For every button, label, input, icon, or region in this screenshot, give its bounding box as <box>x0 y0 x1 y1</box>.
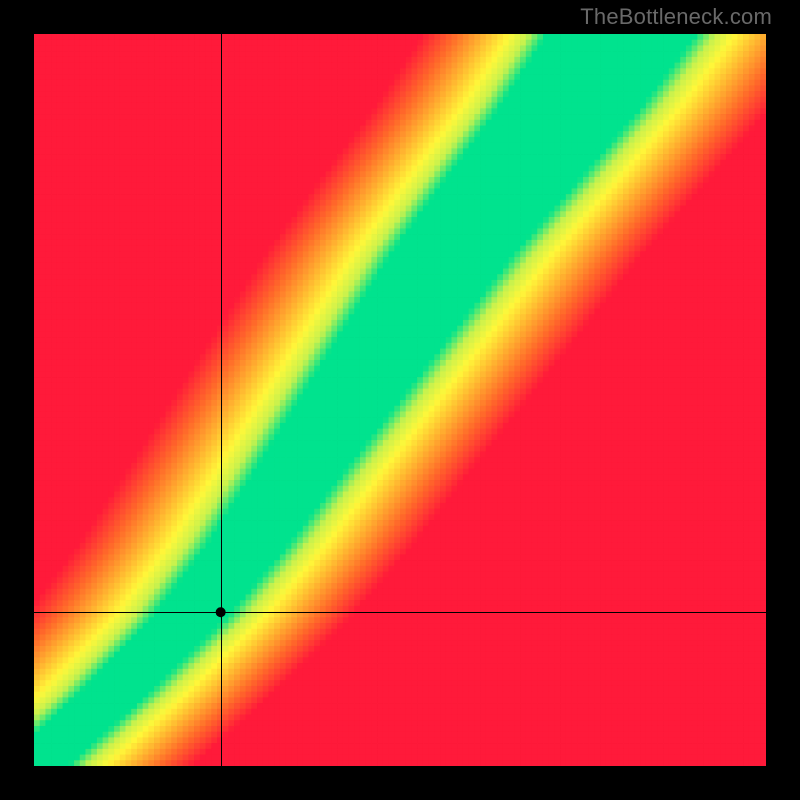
chart-frame: TheBottleneck.com <box>0 0 800 800</box>
heatmap-canvas <box>34 34 766 766</box>
plot-area <box>34 34 766 766</box>
watermark-text: TheBottleneck.com <box>580 4 772 30</box>
